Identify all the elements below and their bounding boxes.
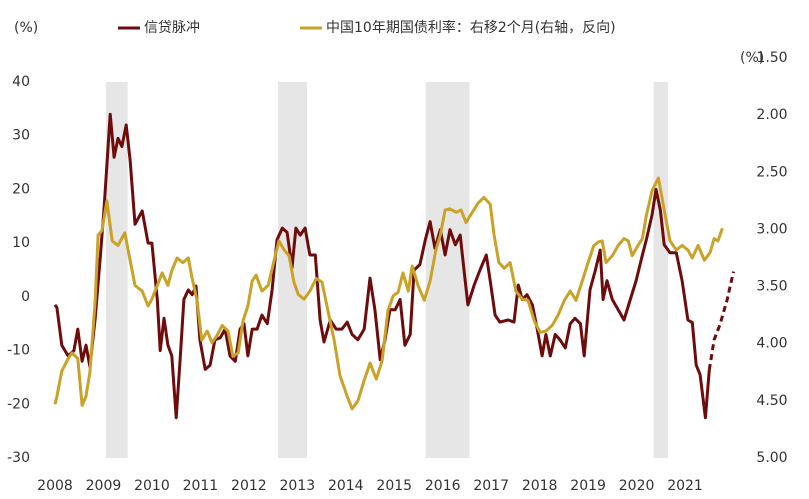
y2-tick-label: 3.00	[756, 221, 787, 237]
y-tick-label: 0	[21, 289, 30, 305]
shaded-period	[105, 82, 128, 458]
x-tick-label: 2010	[134, 478, 170, 494]
series-line	[53, 112, 711, 420]
series-line-dashed	[707, 271, 735, 371]
y-tick-label: -10	[7, 343, 30, 359]
y2-tick-label: 3.50	[756, 279, 787, 295]
y-tick-label: 30	[12, 128, 30, 144]
legend-label: 信贷脉冲	[144, 20, 200, 36]
y-tick-label: 10	[12, 235, 30, 251]
y2-tick-label: 4.00	[756, 336, 787, 352]
y2-tick-label: 2.50	[756, 164, 787, 180]
x-tick-label: 2013	[280, 478, 316, 494]
y-tick-label: 40	[12, 74, 30, 90]
y2-axis-unit: (%)	[740, 50, 764, 66]
y2-tick-label: 4.50	[756, 393, 787, 409]
x-tick-label: 2015	[376, 478, 412, 494]
y2-tick-label: 2.00	[756, 107, 787, 123]
x-tick-label: 2009	[86, 478, 122, 494]
legend-label: 中国10年期国债利率：右移2个月(右轴，反向)	[326, 19, 616, 36]
x-tick-label: 2012	[231, 478, 267, 494]
y-tick-label: 20	[12, 181, 30, 197]
x-tick-label: 2011	[183, 478, 219, 494]
x-tick-label: 2008	[37, 478, 73, 494]
y-tick-label: -30	[7, 450, 30, 466]
x-tick-label: 2021	[667, 478, 703, 494]
x-tick-label: 2016	[425, 478, 461, 494]
x-tick-label: 2019	[570, 478, 606, 494]
shaded-period	[653, 82, 669, 458]
x-tick-label: 2017	[473, 478, 509, 494]
x-tick-label: 2014	[328, 478, 364, 494]
y-axis-unit: (%)	[14, 20, 38, 36]
x-tick-label: 2018	[522, 478, 558, 494]
y2-tick-label: 1.50	[756, 50, 787, 66]
series-line	[53, 176, 724, 411]
x-tick-label: 2020	[619, 478, 655, 494]
y2-tick-label: 5.00	[756, 450, 787, 466]
y-tick-label: -20	[7, 396, 30, 412]
